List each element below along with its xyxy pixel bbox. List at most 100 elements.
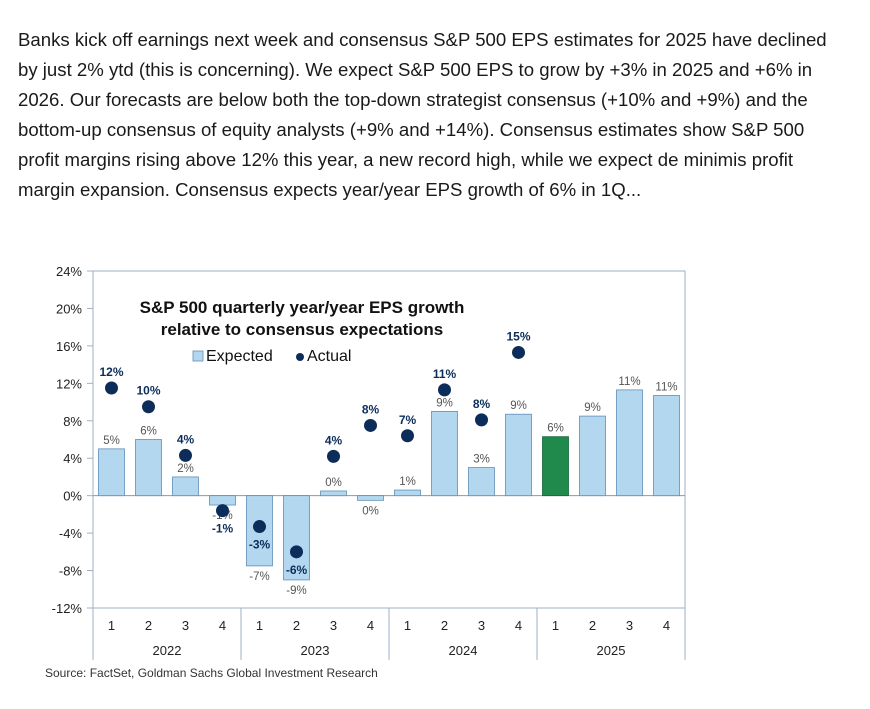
- expected-bar: [653, 395, 680, 497]
- actual-dot-label: 4%: [177, 432, 195, 446]
- y-tick-label: -8%: [59, 564, 83, 579]
- y-tick-label: 12%: [56, 376, 82, 391]
- expected-bar: [394, 489, 421, 497]
- expected-bar: [135, 439, 162, 497]
- y-tick-label: 0%: [63, 489, 82, 504]
- expected-bar-label: 3%: [473, 454, 490, 466]
- expected-bar-label: 11%: [655, 382, 677, 394]
- expected-bar: [431, 411, 458, 497]
- eps-growth-chart: 24%20%16%12%8%4%0%-4%-8%-12% 5%6%2%-1%-7…: [52, 264, 686, 660]
- expected-bar-label: 0%: [325, 477, 342, 489]
- x-tick-label: 1: [108, 618, 115, 633]
- actual-dot: [438, 383, 451, 397]
- actual-dot: [475, 413, 488, 427]
- actual-dot-label: 8%: [473, 397, 491, 411]
- expected-bar: [172, 476, 199, 497]
- actual-dot-label: 12%: [99, 365, 123, 379]
- year-label: 2025: [597, 643, 626, 658]
- legend: Expected Actual: [192, 348, 351, 365]
- actual-dot-labels: 12% 10% 4% -1% -3% -6% 4% 8% 7% 11% 8% 15%: [99, 329, 530, 576]
- expected-bar: [616, 389, 643, 497]
- expected-bar-label: 9%: [436, 397, 453, 409]
- actual-dot-label: -6%: [286, 563, 308, 577]
- actual-dot: [216, 504, 229, 518]
- y-tick-label: -4%: [59, 526, 83, 541]
- x-tick-label: 2: [145, 618, 152, 633]
- x-tick-label: 4: [367, 618, 374, 633]
- expected-bar-label: 6%: [140, 426, 157, 438]
- expected-bar: [357, 495, 384, 501]
- actual-dot: [253, 520, 266, 534]
- year-label: 2023: [301, 643, 330, 658]
- x-tick-label: 3: [330, 618, 337, 633]
- actual-dot: [290, 545, 303, 559]
- chart-title-line1: S&P 500 quarterly year/year EPS growth: [140, 298, 465, 317]
- expected-bar: [209, 495, 236, 506]
- expected-bars: [98, 389, 680, 581]
- expected-bar-label: 5%: [103, 435, 120, 447]
- legend-expected-swatch: [192, 350, 204, 362]
- expected-bar: [468, 467, 495, 497]
- actual-dot: [512, 345, 525, 359]
- expected-bar-label: 9%: [584, 402, 601, 414]
- x-axis: 1 2 3 4 1 2 3 4 1 2 3 4 1 2 3 4 2022 2023 2024 2025: [92, 608, 686, 660]
- x-tick-label: 1: [256, 618, 263, 633]
- actual-dot: [401, 429, 414, 443]
- chart-title-line2: relative to consensus expectations: [161, 320, 444, 339]
- y-tick-label: 8%: [63, 414, 82, 429]
- x-tick-label: 3: [626, 618, 633, 633]
- y-tick-label: 4%: [63, 451, 82, 466]
- actual-dot-label: 10%: [136, 384, 160, 398]
- expected-bar: [98, 448, 125, 497]
- legend-actual-label: Actual: [307, 348, 351, 365]
- expected-bar: [579, 415, 606, 497]
- actual-dot-label: 4%: [325, 433, 343, 447]
- post-text: Banks kick off earnings next week and co…: [18, 29, 827, 200]
- actual-dot: [105, 381, 118, 395]
- x-tick-label: 4: [219, 618, 226, 633]
- actual-dot-label: 7%: [399, 413, 417, 427]
- x-tick-label: 4: [515, 618, 522, 633]
- expected-bar: [505, 413, 532, 497]
- expected-bar-label: -9%: [286, 585, 306, 597]
- year-label: 2024: [449, 643, 478, 658]
- actual-dot: [327, 449, 340, 463]
- expected-bar: [320, 490, 347, 497]
- x-tick-label: 1: [552, 618, 559, 633]
- actual-dot-label: 15%: [506, 329, 530, 343]
- x-tick-label: 1: [404, 618, 411, 633]
- actual-dot-label: 8%: [362, 402, 380, 416]
- expected-bar-label: 0%: [362, 505, 379, 517]
- expected-bar-label: 9%: [510, 400, 527, 412]
- expected-bar-label: 2%: [177, 463, 194, 475]
- actual-dot: [364, 418, 377, 432]
- y-tick-label: 16%: [56, 339, 82, 354]
- actual-dot: [179, 448, 192, 462]
- year-label: 2022: [153, 643, 182, 658]
- source-note: Source: FactSet, Goldman Sachs Global In…: [45, 666, 378, 680]
- actual-dot: [142, 400, 155, 414]
- y-tick-label: -12%: [52, 601, 83, 616]
- x-tick-label: 4: [663, 618, 670, 633]
- legend-expected-label: Expected: [206, 348, 273, 365]
- x-tick-label: 2: [589, 618, 596, 633]
- y-tick-label: 24%: [56, 264, 82, 279]
- x-tick-label: 2: [293, 618, 300, 633]
- actual-dot-label: -3%: [249, 538, 271, 552]
- x-tick-label: 3: [478, 618, 485, 633]
- legend-actual-marker: [296, 353, 304, 361]
- expected-bar-label: 11%: [618, 376, 640, 388]
- x-tick-label: 3: [182, 618, 189, 633]
- actual-dot-label: 11%: [433, 367, 457, 381]
- expected-bar-label: -7%: [249, 571, 269, 583]
- expected-bar-label: 6%: [547, 423, 564, 435]
- expected-bar-highlight: [542, 436, 569, 497]
- y-tick-label: 20%: [56, 301, 82, 316]
- x-tick-label: 2: [441, 618, 448, 633]
- y-axis: 24% 20% 16% 12% 8% 4% 0% -4% -8% -12%: [52, 264, 93, 616]
- actual-dot-label: -1%: [212, 522, 234, 536]
- expected-bar-labels: 5% 6% 2% -1% -7% -9% 0% 0% 1% 9% 3% 9% 6% 9% 11% 11%: [103, 376, 677, 597]
- actual-dots: [105, 345, 525, 559]
- expected-bar: [283, 495, 310, 581]
- expected-bar-label: 1%: [399, 476, 416, 488]
